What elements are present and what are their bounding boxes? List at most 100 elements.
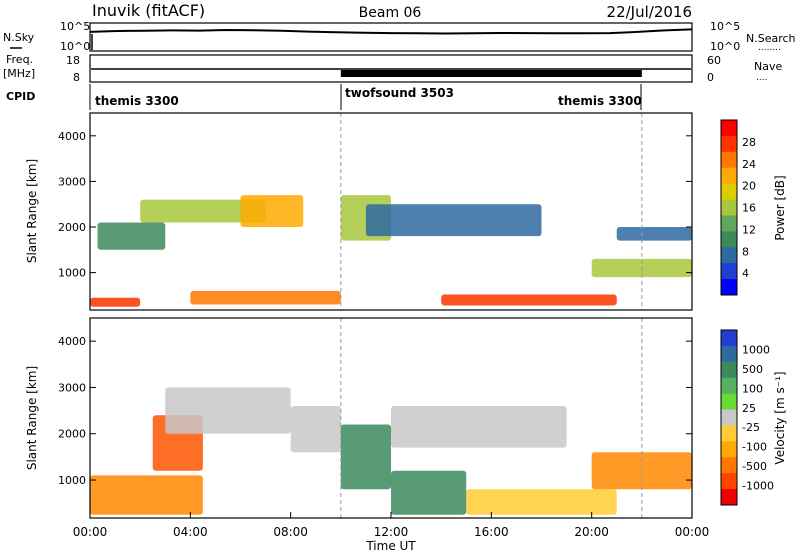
heatmap-cell [140, 199, 266, 223]
beam-title: Beam 06 [359, 5, 422, 21]
colorbar-swatch [721, 167, 737, 185]
heatmap-cell [365, 204, 542, 237]
heatmap-cell [391, 405, 567, 448]
power-panel: 1000 2000 3000 4000 Slant Range [km] [25, 112, 693, 311]
colorbar-swatch [721, 199, 737, 216]
y-tick-label: 2000 [58, 221, 86, 234]
heatmap-cell [441, 294, 617, 306]
colorbar-swatch [721, 345, 737, 363]
nave-tick-low: 0 [707, 71, 714, 84]
velocity-y-ticks: 1000 2000 3000 4000 [58, 335, 692, 487]
nave-trace [340, 70, 642, 77]
colorbar-swatch [721, 409, 737, 426]
colorbar-tick-label: 8 [742, 245, 749, 258]
colorbar-swatch [721, 441, 737, 458]
search-noise-tick-low: 10^0 [710, 40, 740, 53]
frequency-tick-low: 8 [73, 71, 80, 84]
colorbar-tick-label: -100 [742, 441, 767, 454]
velocity-colorbar-frame [720, 329, 738, 506]
colorbar-swatch [721, 183, 737, 201]
colorbar-swatch [721, 377, 737, 395]
colorbar-swatch [721, 457, 737, 474]
colorbar-swatch [721, 330, 737, 347]
colorbar-tick-label: 28 [742, 136, 756, 149]
cpid-mode-label: twofsound 3503 [345, 86, 454, 100]
search-noise-tick-high: 10^5 [710, 20, 740, 33]
colorbar-swatch [721, 120, 737, 137]
colorbar-swatch [721, 151, 737, 169]
x-tick-label: 12:00 [374, 525, 409, 539]
heatmap-cell [391, 470, 467, 515]
search-noise-label: N.Search [746, 32, 796, 45]
nave-dots: .... [756, 73, 767, 83]
y-tick-label: 1000 [58, 474, 86, 487]
colorbar-swatch [721, 393, 737, 411]
velocity-colorbar-ticks: 1000 500 100 25 -25 -100 -500 -1000 [742, 343, 774, 492]
colorbar-tick-label: 500 [742, 363, 763, 376]
colorbar-swatch [721, 425, 737, 442]
sky-noise-label: N.Sky [3, 31, 35, 44]
nave-block [340, 70, 642, 77]
sky-noise-line [89, 28, 693, 35]
colorbar-tick-label: 1000 [742, 343, 770, 356]
sky-noise-tick-high: 10^5 [60, 20, 90, 33]
power-y-axis-label: Slant Range [km] [25, 159, 39, 263]
nave-label: Nave [754, 60, 782, 73]
cpid-mode-label: themis 3300 [558, 94, 642, 108]
frequency-frame [89, 54, 693, 83]
heatmap-cell [616, 227, 692, 241]
station-title: Inuvik (fitACF) [92, 1, 205, 20]
colorbar-tick-label: 25 [742, 402, 756, 415]
velocity-colorbar-swatches [721, 330, 737, 506]
y-tick-label: 3000 [58, 175, 86, 188]
search-noise-dots: ........ [758, 43, 781, 53]
colorbar-swatch [721, 279, 737, 296]
frequency-tick-high: 18 [66, 54, 80, 67]
cpid-panel: CPID themis 3300 twofsound 3503 themis 3… [6, 84, 642, 110]
y-tick-label: 4000 [58, 130, 86, 143]
heatmap-cell [290, 405, 341, 453]
frequency-label-line2: [MHz] [3, 67, 35, 80]
colorbar-tick-label: 24 [742, 158, 756, 171]
colorbar-swatch [721, 263, 737, 280]
heatmap-cell [591, 452, 692, 490]
x-tick-label: 00:00 [675, 525, 710, 539]
sky-noise-trace [89, 28, 693, 50]
velocity-x-ticks: 00:00 04:00 08:00 12:00 16:00 20:00 00:00 [73, 512, 710, 539]
sky-noise-panel: N.Sky 10^5 10^0 10^5 10^0 N.Search .....… [3, 20, 796, 53]
heatmap-cell [97, 222, 166, 250]
colorbar-tick-label: 4 [742, 267, 749, 280]
y-tick-label: 3000 [58, 381, 86, 394]
x-tick-label: 00:00 [73, 525, 108, 539]
power-colorbar-swatches [721, 120, 737, 296]
x-tick-label: 16:00 [474, 525, 509, 539]
power-colorbar-frame [720, 119, 738, 296]
power-colorbar-ticks: 28 24 20 16 12 8 4 [742, 136, 756, 280]
sky-noise-frame [89, 22, 693, 52]
colorbar-swatch [721, 135, 737, 153]
heatmap-cell [90, 475, 203, 515]
colorbar-swatch [721, 215, 737, 232]
colorbar-tick-label: 20 [742, 180, 756, 193]
x-tick-label: 04:00 [173, 525, 208, 539]
power-colorbar: 28 24 20 16 12 8 4 Power [dB] [720, 119, 787, 296]
frequency-label-line1: Freq. [6, 53, 33, 66]
velocity-y-axis-label: Slant Range [km] [25, 366, 39, 470]
x-axis-label: Time UT [365, 539, 416, 553]
colorbar-swatch [721, 361, 737, 379]
colorbar-tick-label: 100 [742, 382, 763, 395]
heatmap-cell [340, 424, 391, 490]
heatmap-cell [165, 387, 291, 434]
power-colorbar-label: Power [dB] [773, 175, 787, 240]
power-y-ticks: 1000 2000 3000 4000 [58, 130, 692, 280]
heatmap-cell [466, 489, 617, 515]
velocity-heatmap [90, 318, 692, 518]
velocity-panel: 1000 2000 3000 4000 00:00 04:00 08:00 12:00 16:… [25, 317, 710, 553]
velocity-colorbar-label: Velocity [m s⁻¹] [773, 371, 787, 464]
cpid-mode-label: themis 3300 [95, 94, 179, 108]
sky-noise-tick-low: 10^0 [60, 40, 90, 53]
power-heatmap [90, 113, 692, 310]
y-tick-label: 4000 [58, 335, 86, 348]
colorbar-tick-label: 12 [742, 223, 756, 236]
